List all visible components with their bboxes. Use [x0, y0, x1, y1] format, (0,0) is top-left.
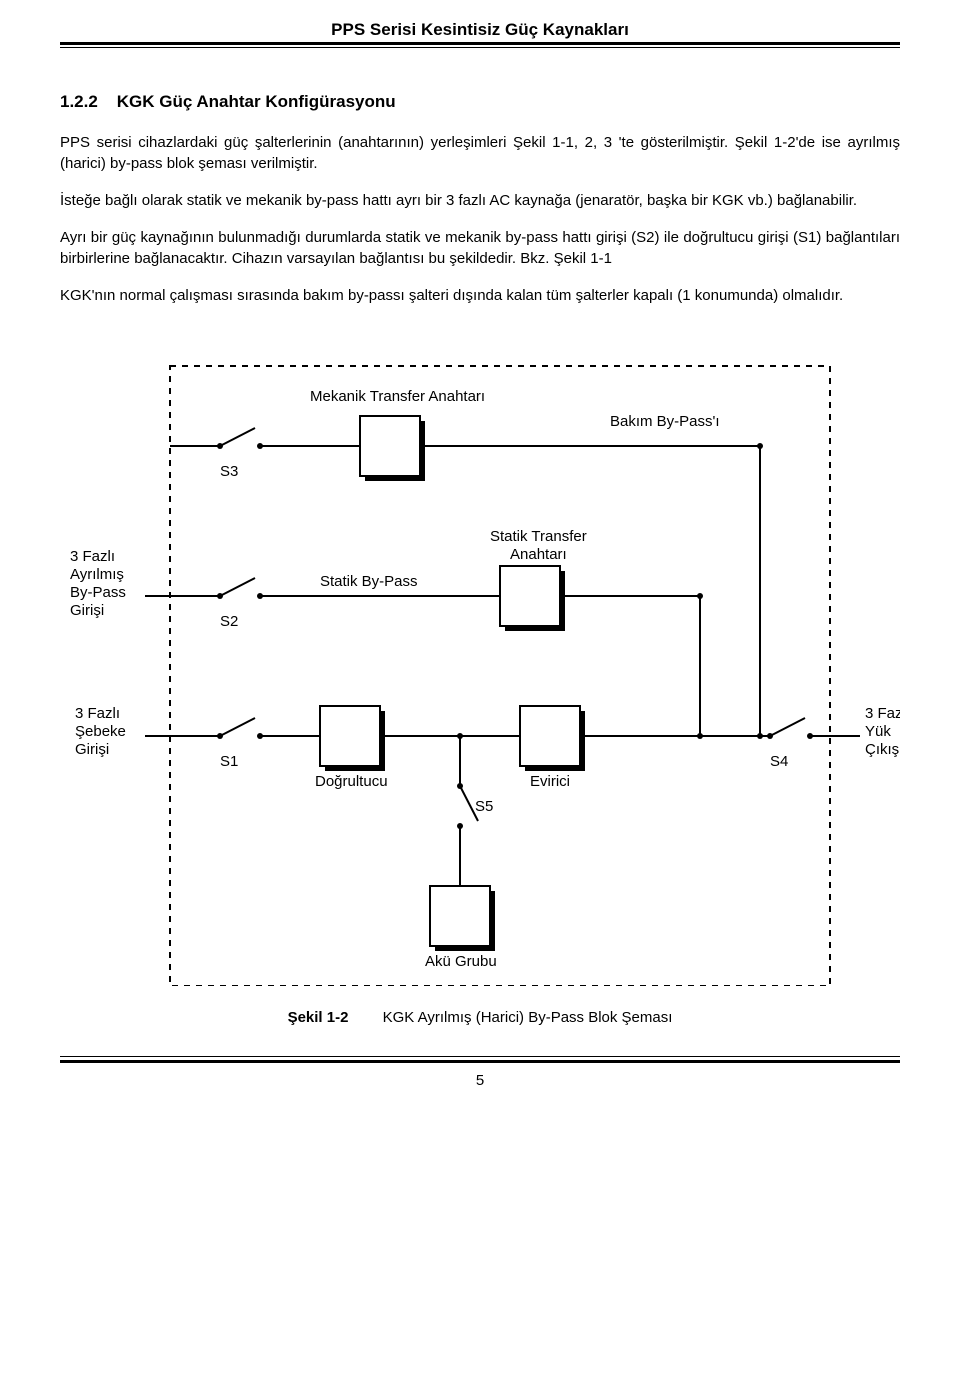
paragraph-3: Ayrı bir güç kaynağının bulunmadığı duru… [60, 227, 900, 269]
switch-s4-arm [770, 718, 805, 736]
label-out-load-3: Çıkışı [865, 741, 900, 758]
label-in-bypass-2: Ayrılmış [70, 566, 124, 583]
label-maint-bypass: Bakım By-Pass'ı [610, 413, 720, 430]
switch-s1-arm [220, 718, 255, 736]
junction-dot [697, 593, 703, 599]
label-s2: S2 [220, 613, 238, 630]
label-rectifier: Doğrultucu [315, 773, 388, 790]
battery-box [430, 886, 490, 946]
section-title: KGK Güç Anahtar Konfigürasyonu [117, 92, 396, 111]
block-diagram: S3 Mekanik Transfer Anahtarı Bakım By-Pa… [60, 346, 900, 991]
figure-caption: Şekil 1-2 KGK Ayrılmış (Harici) By-Pass … [60, 1009, 900, 1026]
junction-dot [757, 443, 763, 449]
diagram-svg: S3 Mekanik Transfer Anahtarı Bakım By-Pa… [60, 346, 900, 986]
label-in-bypass-1: 3 Fazlı [70, 548, 115, 565]
label-in-bypass-3: By-Pass [70, 584, 126, 601]
figure-text: KGK Ayrılmış (Harici) By-Pass Blok Şemas… [383, 1009, 673, 1026]
label-s4: S4 [770, 753, 788, 770]
label-in-mains-1: 3 Fazlı [75, 705, 120, 722]
label-out-load-2: Yük [865, 723, 891, 740]
label-in-bypass-4: Girişi [70, 602, 104, 619]
label-static-transfer-1: Statik Transfer [490, 528, 587, 545]
paragraph-2: İsteğe bağlı olarak statik ve mekanik by… [60, 190, 900, 211]
label-in-mains-3: Girişi [75, 741, 109, 758]
doc-title: PPS Serisi Kesintisiz Güç Kaynakları [60, 20, 900, 40]
switch-s3-arm [220, 428, 255, 446]
label-battery: Akü Grubu [425, 953, 497, 970]
label-static-bypass: Statik By-Pass [320, 573, 418, 590]
label-out-load-1: 3 Fazlı [865, 705, 900, 722]
header-rule [60, 42, 900, 52]
inverter-box [520, 706, 580, 766]
footer-rule [60, 1056, 900, 1066]
label-static-transfer-2: Anahtarı [510, 546, 567, 563]
label-s3: S3 [220, 463, 238, 480]
enclosure-dashed [170, 366, 830, 986]
static-transfer-box [500, 566, 560, 626]
label-s1: S1 [220, 753, 238, 770]
rectifier-box [320, 706, 380, 766]
label-in-mains-2: Şebeke [75, 723, 126, 740]
label-inverter: Evirici [530, 773, 570, 790]
mech-transfer-box [360, 416, 420, 476]
section-heading: 1.2.2 KGK Güç Anahtar Konfigürasyonu [60, 92, 900, 112]
switch-s2-arm [220, 578, 255, 596]
page-number: 5 [60, 1072, 900, 1089]
paragraph-4: KGK'nın normal çalışması sırasında bakım… [60, 285, 900, 306]
page-container: PPS Serisi Kesintisiz Güç Kaynakları 1.2… [0, 0, 960, 1119]
figure-label: Şekil 1-2 [288, 1009, 349, 1026]
section-number: 1.2.2 [60, 92, 98, 111]
label-mech-transfer: Mekanik Transfer Anahtarı [310, 388, 485, 405]
label-s5: S5 [475, 798, 493, 815]
paragraph-1: PPS serisi cihazlardaki güç şalterlerini… [60, 132, 900, 174]
